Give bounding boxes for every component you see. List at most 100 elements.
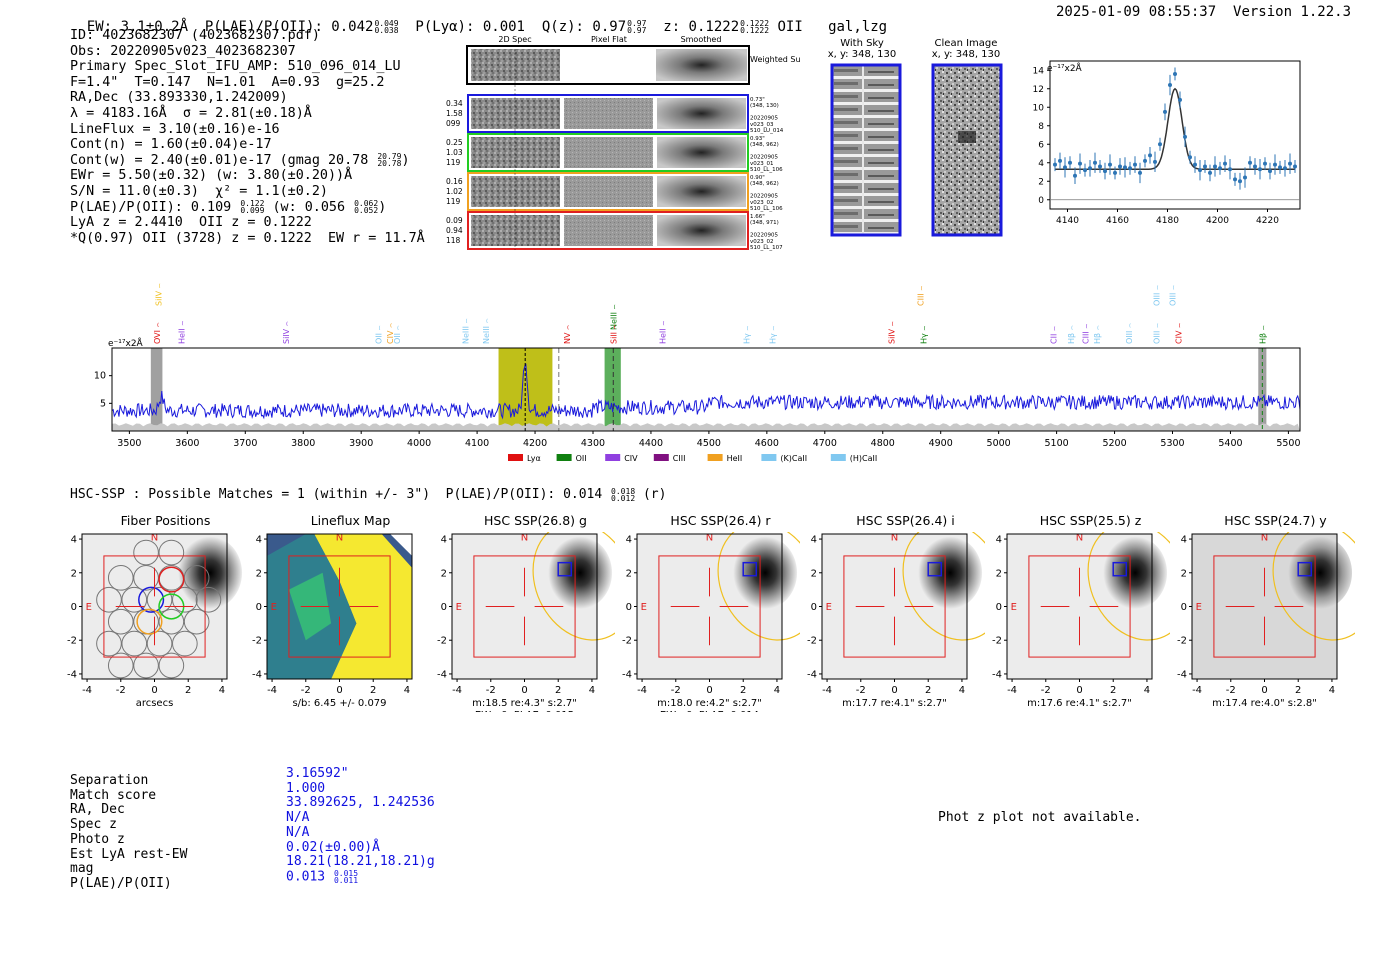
spectrum-xtick-label: 5400 [1218,438,1242,449]
spectrum-xtick-label: 5200 [1102,438,1126,449]
header-stats: EW: 3.1±0.2Å P(LAE)/P(OII): 0.042 0.049 0.… [70,3,887,35]
north-label: N [151,533,158,544]
fiber-circle [107,652,134,679]
hsc-panel: Fiber Positions N E -4 -2 0 2 4 4 2 0 -2 -4 arcsecs [60,510,245,725]
plae-w-lo: 0.052 [354,205,379,215]
hsc-ytick-label: 0 [626,602,632,613]
hsc-ytick-label: -4 [252,669,262,680]
fit-ytick-label: 4 [1038,159,1044,169]
hsc-panel-title: HSC SSP(26.4) i [856,513,955,528]
spec2d-row-frame [467,94,749,133]
fit-data-point [1293,164,1297,169]
north-label: N [336,533,343,544]
legend-swatch [761,454,777,461]
fit-ytick-label: 10 [1033,103,1045,113]
fit-data-point [1288,161,1292,166]
hsc-ytick-label: -2 [1177,636,1187,647]
fit-data-point [1228,167,1232,172]
match-label: mag [70,861,94,877]
weighted-sum-2dspec [471,49,560,81]
spec2d-row-value: 0.09 [446,216,463,225]
plya-stat: P(Lyα): 0.001 [415,19,525,35]
legend-label: CIV [624,454,638,463]
east-label: E [86,602,92,613]
spectrum-xtick-label: 4700 [813,438,837,449]
contw-line: Cont(w) = 2.40(±0.01)e-17 (gmag 20.78 20… [70,151,410,168]
fit-xtick-label: 4180 [1156,216,1179,226]
hsc-ytick-label: -4 [437,669,447,680]
fit-data-point [1218,166,1222,171]
spectrum-xtick-label: 4100 [465,438,489,449]
spec2d-panel: 2D Spec Pixel Flat Smoothed Weighted Sum… [446,35,800,251]
search-box [1028,555,1131,658]
hsc-ytick-label: 2 [256,568,262,579]
fiber-circle [183,608,210,635]
plae-w-hi: 0.062 [354,198,379,208]
match-values: 3.16592" 1.000 33.892625, 1.242536 N/A N/A 0.… [286,766,435,885]
fit-data-point [1253,164,1257,169]
hsc-caption-1: m:17.7 re:4.1" s:2.7" [842,698,947,709]
match-box [1112,561,1128,577]
match-label: Spec z [70,817,117,833]
spectrum-line-label: NeIII ⌢ [482,318,491,344]
spec2d-row-note: 0.73" [750,97,765,103]
weighted-sum-label: Weighted Sum [750,55,800,64]
hsc-ytick-label: 4 [1181,535,1187,546]
spectrum-ytick-label: 5 [100,398,106,409]
fit-data-point [1233,177,1237,182]
legend-label: CIII [673,454,686,463]
spec2d-row-2dspec [471,215,560,246]
hsc-ytick-label: 0 [441,602,447,613]
spec2d-row-note: v023_03 [750,122,774,128]
fit-data-point [1188,155,1192,160]
hsc-heading-band: (r) [642,487,667,502]
fit-data-point [1273,162,1277,167]
hsc-ytick-label: -4 [67,669,77,680]
hsc-ytick-label: 4 [256,535,262,546]
fit-data-point [1063,165,1067,170]
spectrum-line-label: Hβ ⌢ [1067,325,1076,344]
fit-data-point [1158,142,1162,147]
hsc-xtick-label: 0 [891,685,897,696]
hsc-xtick-label: 4 [774,685,780,696]
east-label: E [1011,602,1017,613]
aperture-ellipse [1272,532,1355,641]
sn-line: S/N = 11.0(±0.3) χ² = 1.1(±0.2) [70,183,328,199]
hsc-xtick-label: 4 [219,685,225,696]
legend-label: HeII [727,454,743,463]
match-box [927,561,943,577]
contw-lo: 20.78 [377,158,402,168]
hsc-xtick-label: 2 [1110,685,1116,696]
match-box [1297,561,1313,577]
hsc-caption-2: EWr: 0, PLAE: 0.015 [475,710,574,712]
fit-data-point [1068,160,1072,165]
hsc-panel: HSC SSP(24.7) y N E -4 -2 0 2 4 4 2 0 -2 -4 m:17.4 re… [1170,510,1355,725]
spectrum-line-label: CIII ⌢ [1082,324,1091,344]
z-stat: z: 0.1222 [663,19,740,35]
spectrum-plot: 5 10 3500 3600 3700 3800 3900 4000 4100 4200 4300 4… [94,283,1301,463]
hsc-xtick-label: -2 [1041,685,1051,696]
spectrum-line-label: NeIII ⌢ [609,304,618,330]
fit-data-point [1263,161,1267,166]
hsc-panel-image: N E -4 -2 0 2 4 4 2 0 -2 -4 s/b: 6.45 +/- 0.079 [252,533,413,709]
weighted-sum-smoothed [656,49,747,81]
spec2d-row-note: 20220905 [750,194,778,200]
ew-stat: EW: 3.1±0.2Å [86,19,189,35]
hsc-panel: HSC SSP(25.5) z N E -4 -2 0 2 4 4 2 0 -2 -4 m:17.6 re… [985,510,1170,725]
legend-swatch [605,454,621,461]
spec2d-row-note: (348, 962) [750,142,779,148]
match-value: 0.013 0.015 0.011 [286,868,359,885]
spectrum-xtick-label: 5300 [1160,438,1184,449]
hsc-ytick-label: 2 [441,568,447,579]
spectrum-xtick-label: 3600 [175,438,199,449]
spectrum-line-label: SiIV ⌢ [887,321,896,344]
hsc-caption-1: m:18.0 re:4.2" s:2.7" [657,698,762,709]
spec2d-row-value: 119 [446,158,461,167]
hsc-ytick-label: -4 [807,669,817,680]
search-box [1213,555,1316,658]
hsc-ytick-label: 4 [811,535,817,546]
fit-data-point [1053,162,1057,167]
spectrum-line-label: HeII ⌢ [659,321,668,344]
spec2d-row-2dspec [471,137,560,168]
east-label: E [456,602,462,613]
